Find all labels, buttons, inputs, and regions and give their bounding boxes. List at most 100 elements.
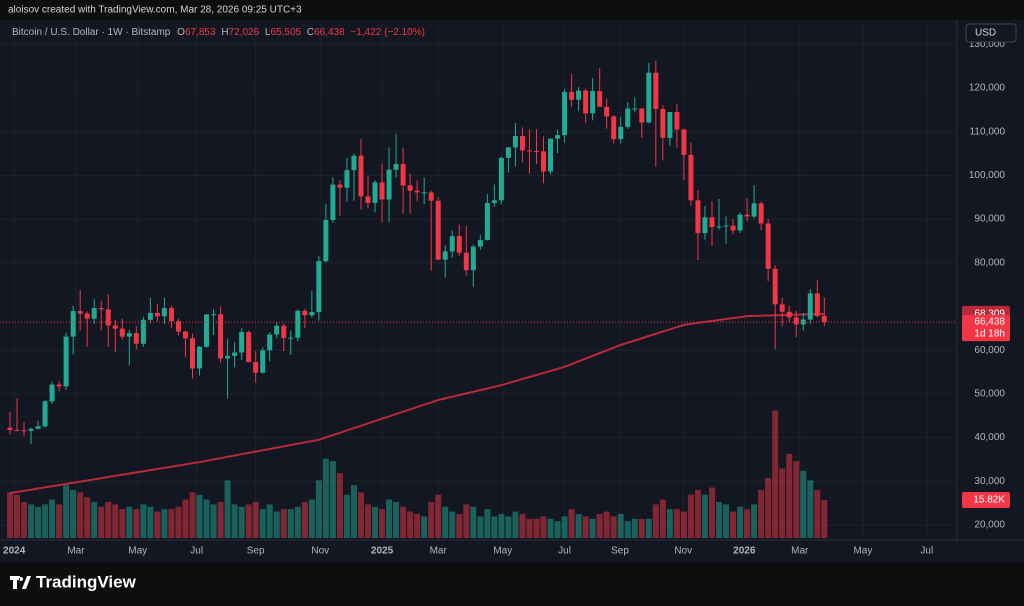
candle-body [386, 169, 392, 200]
candle-body [281, 325, 287, 338]
l-key: L [265, 27, 271, 38]
candle-body [639, 108, 645, 123]
volume-bar [470, 506, 477, 538]
volume-bar [807, 480, 814, 538]
candle-body [414, 190, 420, 193]
volume-bar [21, 501, 28, 538]
candle-body [112, 325, 118, 329]
volume-bar [147, 506, 154, 538]
x-tick-label: Nov [311, 546, 329, 557]
candle-body [70, 311, 76, 337]
x-tick-label: Jul [920, 546, 933, 557]
candle-body [7, 427, 13, 431]
candle-body [625, 108, 631, 127]
candle-body [147, 312, 153, 320]
countdown: 1d 18h [974, 329, 1005, 340]
volume-bar [266, 504, 273, 538]
candle-body [358, 155, 364, 197]
c-value: 66,438 [314, 27, 345, 38]
candle-body [541, 151, 547, 172]
candle-body [632, 108, 638, 110]
y-tick-label: 90,000 [974, 214, 1005, 225]
candle-body [498, 157, 504, 201]
x-tick-label: 2025 [371, 546, 394, 557]
volume-bar [273, 511, 280, 538]
volume-bar [645, 518, 652, 538]
volume-bar [779, 468, 786, 538]
candle-body [421, 192, 427, 194]
h-key: H [221, 27, 228, 38]
volume-bar [751, 504, 758, 538]
volume-bar [666, 509, 673, 538]
candle-body [365, 196, 371, 203]
volume-bar [35, 506, 42, 538]
volume-bar [294, 506, 301, 538]
candle-body [821, 315, 827, 323]
candle-body [814, 293, 820, 316]
volume-bar [491, 516, 498, 538]
volume-bar [182, 499, 189, 538]
volume-bar [322, 458, 329, 538]
last-price-label: 66,438 [974, 317, 1005, 328]
candle-body [239, 332, 245, 353]
o-value: 67,853 [185, 27, 216, 38]
volume-bar [730, 511, 737, 538]
ma-price-label: 68,309 [974, 309, 1005, 320]
candle-body [161, 308, 167, 317]
volume-bar [91, 501, 98, 538]
candle-body [681, 129, 687, 155]
legend: Bitcoin / U.S. Dollar · 1W · Bitstamp O6… [12, 27, 425, 38]
candle-body [77, 311, 83, 314]
candle-body [456, 236, 462, 253]
currency[interactable]: USD [975, 28, 996, 39]
volume-bar [547, 518, 554, 538]
candle-body [351, 155, 357, 171]
volume-bar [673, 509, 680, 538]
candle-body [618, 126, 624, 140]
volume-bar [28, 504, 35, 538]
candle-body [772, 268, 778, 305]
candle-body [435, 200, 441, 260]
o-key: O [177, 27, 185, 38]
volume-bar [231, 504, 238, 538]
volume-bar [512, 511, 519, 538]
volume-bar [140, 504, 147, 538]
candle-body [800, 319, 806, 325]
candle-body [316, 261, 322, 312]
volume-bar [407, 511, 414, 538]
volume-bar [716, 501, 723, 538]
candle-body [569, 91, 575, 100]
volume-bar [13, 494, 20, 538]
y-tick-label: 120,000 [969, 83, 1006, 94]
y-tick-label: 50,000 [974, 389, 1005, 400]
candle-body [463, 252, 469, 271]
volume-bar [505, 516, 512, 538]
volume-bar [42, 504, 49, 538]
volume-bar [126, 506, 133, 538]
volume-bar [793, 461, 800, 538]
candle-body [246, 332, 252, 363]
currency-button[interactable] [965, 23, 1017, 43]
x-tick-label: May [128, 546, 147, 557]
volume-box [962, 491, 1010, 508]
volume-bar [708, 487, 715, 538]
candle-body [597, 91, 603, 107]
candle-body [379, 182, 385, 200]
volume-bar [568, 509, 575, 538]
candle-body [204, 314, 210, 347]
volume-bar [694, 489, 701, 538]
candle-body [751, 203, 757, 217]
volume-bar [259, 509, 266, 538]
candle-body [484, 202, 490, 241]
candle-body [232, 352, 238, 356]
volume-bar [63, 485, 70, 538]
symbol: Bitcoin / U.S. Dollar · 1W · Bitstamp [12, 27, 171, 38]
volume-bar [533, 518, 540, 538]
x-tick-label: Jul [190, 546, 203, 557]
volume-bar [336, 473, 343, 538]
volume-bar [814, 489, 821, 538]
candle-body [779, 304, 785, 312]
volume-bar [498, 513, 505, 538]
brand: TradingView [36, 572, 137, 591]
x-tick-label: 2026 [733, 546, 756, 557]
